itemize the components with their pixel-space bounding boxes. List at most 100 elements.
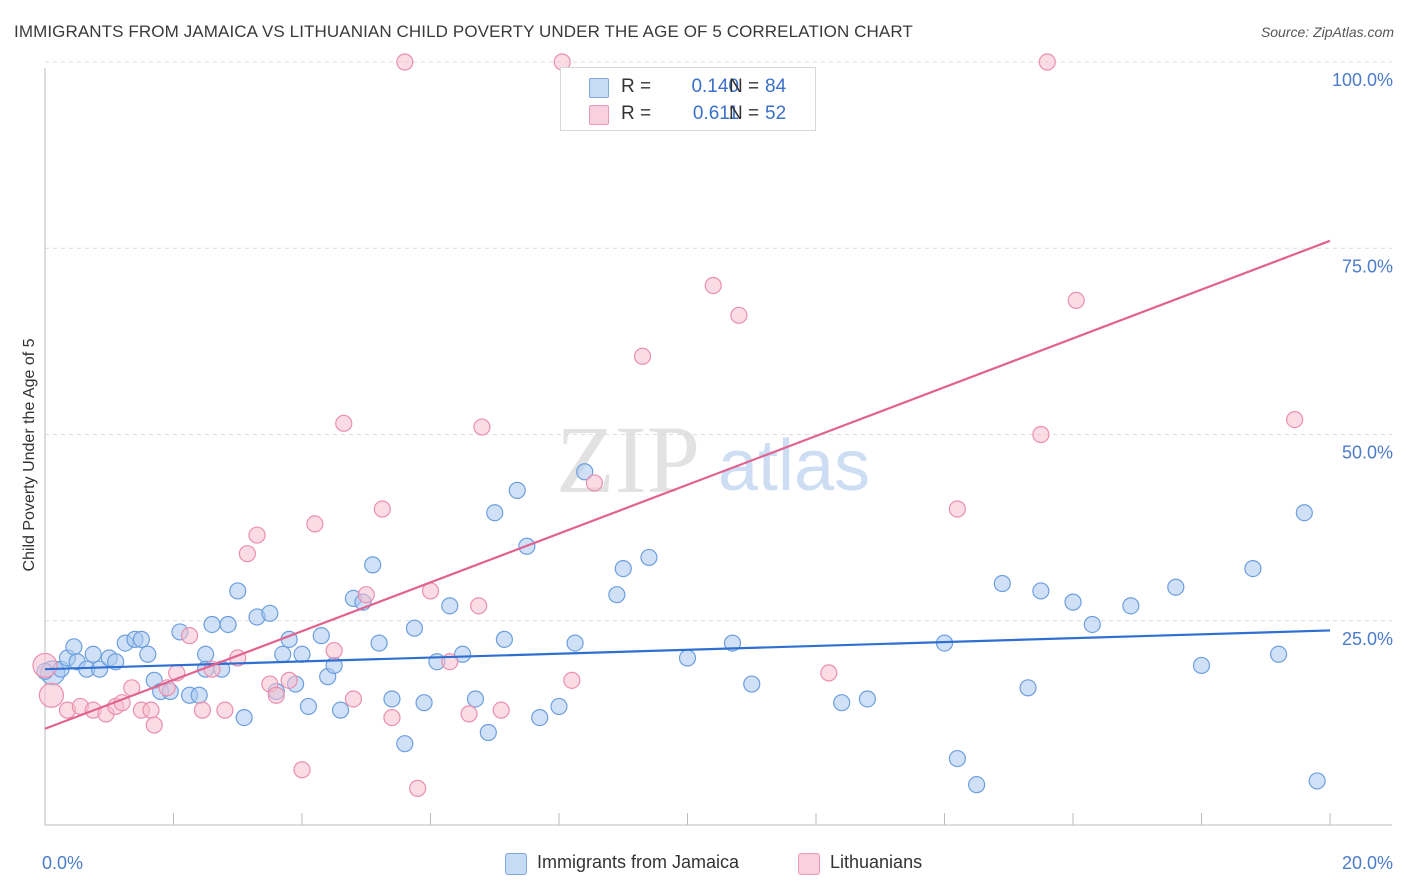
series-lithuanian-points — [32, 53, 1304, 797]
lithuanian-point — [383, 708, 401, 727]
jamaica-point — [743, 675, 761, 693]
lithuanian-point — [344, 690, 362, 708]
lithuanian-point — [32, 652, 58, 679]
jamaica-point — [566, 634, 584, 652]
jamaica-point — [1083, 615, 1101, 634]
jamaica-point — [197, 645, 215, 663]
bottom-legend-label-lithuanian: Lithuanians — [830, 852, 923, 872]
jamaica-point — [723, 634, 742, 652]
lithuanian-point — [492, 701, 510, 719]
lithuanian-point — [145, 716, 163, 734]
jamaica-point — [993, 574, 1011, 593]
lithuanian-point — [473, 418, 491, 436]
lithuanian-point — [409, 779, 427, 797]
jamaica-point — [1032, 582, 1050, 600]
lithuanian-point — [396, 53, 414, 71]
lithuanian-point — [563, 671, 581, 689]
lithuanian-trend-line — [44, 239, 1331, 730]
jamaica-point — [858, 690, 877, 708]
lithuanian-point — [730, 306, 748, 324]
legend-n-value: 52 — [765, 103, 787, 124]
lithuanian-point — [357, 586, 375, 604]
x-tick-label-min: 0.0% — [42, 853, 83, 873]
legend-n-label: N = — [729, 76, 760, 97]
jamaica-point — [405, 619, 424, 637]
y-tick-label: 75.0% — [1342, 256, 1393, 276]
lithuanian-point — [948, 500, 966, 518]
legend-swatch-lithuanian — [589, 105, 609, 125]
jamaica-point — [479, 723, 497, 742]
lithuanian-point — [267, 686, 285, 704]
jamaica-point — [203, 615, 221, 634]
lithuanian-point — [280, 671, 298, 689]
lithuanian-point — [470, 597, 488, 615]
jamaica-point — [84, 645, 102, 663]
lithuanian-point — [193, 701, 212, 719]
jamaica-point — [1192, 656, 1211, 675]
x-tick-label-max: 20.0% — [1342, 853, 1393, 873]
legend-swatch-jamaica — [589, 78, 609, 98]
jamaica-point — [531, 708, 549, 727]
series-jamaica-points — [36, 463, 1326, 794]
jamaica-point — [441, 597, 459, 615]
legend-r-value: 0.611 — [692, 103, 739, 124]
jamaica-point — [550, 697, 568, 716]
jamaica-point — [274, 645, 292, 663]
jamaica-point — [383, 690, 401, 708]
jamaica-point — [640, 548, 658, 567]
jamaica-point — [968, 776, 986, 794]
lithuanian-point — [180, 627, 199, 645]
jamaica-point — [466, 690, 485, 708]
tick-labels: 25.0% 50.0% 75.0% 100.0% 0.0% 20.0% — [42, 70, 1393, 873]
source-credit: Source: ZipAtlas.com — [1260, 24, 1394, 40]
jamaica-point — [331, 701, 350, 719]
lithuanian-point — [335, 414, 353, 432]
jamaica-point — [107, 653, 125, 671]
jamaica-point — [65, 638, 83, 656]
watermark-atlas: atlas — [718, 426, 870, 506]
jamaica-point — [235, 708, 253, 727]
lithuanian-point — [142, 701, 160, 719]
jamaica-point — [576, 463, 594, 481]
jamaica-point — [1064, 593, 1082, 611]
grid-lines — [45, 61, 1392, 622]
lithuanian-point — [1038, 53, 1056, 71]
lithuanian-point — [1067, 291, 1085, 309]
y-tick-label: 25.0% — [1342, 629, 1393, 649]
jamaica-point — [1295, 504, 1313, 522]
lithuanian-point — [704, 276, 722, 295]
trend-lines — [44, 239, 1331, 730]
jamaica-point — [132, 630, 150, 648]
lithuanian-point — [325, 641, 343, 660]
watermark-zip: ZIP — [556, 406, 700, 513]
y-tick-label: 100.0% — [1332, 70, 1393, 90]
lithuanian-point — [633, 347, 652, 365]
jamaica-point — [1244, 559, 1262, 578]
jamaica-point — [1167, 578, 1185, 596]
lithuanian-point — [585, 474, 603, 492]
jamaica-point — [219, 615, 237, 634]
legend-r-label: R = — [621, 103, 652, 124]
lithuanian-point — [238, 545, 256, 563]
jamaica-point — [678, 649, 697, 667]
jamaica-point — [415, 694, 433, 712]
lithuanian-point — [820, 664, 838, 682]
lithuanian-point — [460, 705, 478, 723]
legend-n-value: 84 — [765, 76, 787, 97]
legend-r-label: R = — [621, 76, 652, 97]
jamaica-point — [833, 694, 851, 712]
lithuanian-point — [38, 682, 65, 708]
lithuanian-point — [293, 761, 311, 779]
jamaica-point — [299, 697, 318, 716]
y-tick-label: 50.0% — [1342, 443, 1393, 463]
lithuanian-point — [248, 526, 266, 544]
jamaica-point — [948, 749, 966, 768]
jamaica-point — [91, 660, 109, 678]
lithuanian-point — [1032, 425, 1050, 444]
jamaica-point — [312, 627, 330, 645]
jamaica-point — [1308, 772, 1326, 790]
jamaica-point — [1019, 679, 1037, 697]
jamaica-point — [1122, 597, 1140, 615]
lithuanian-point — [306, 515, 324, 533]
